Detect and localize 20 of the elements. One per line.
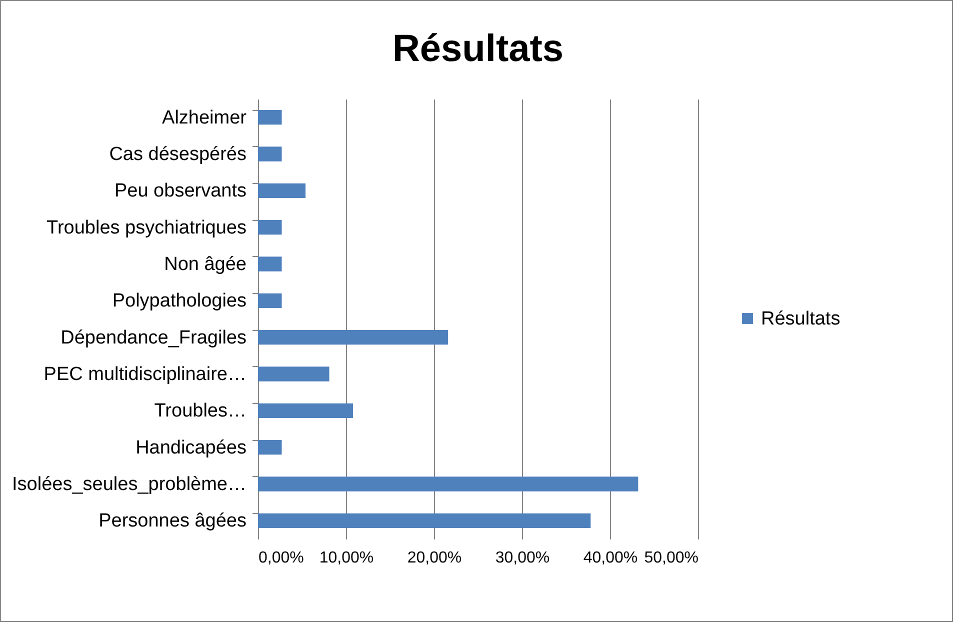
x-tick-label: 40,00% [583, 550, 638, 566]
y-tick-label: Alzheimer [162, 107, 248, 128]
x-tick-label: 50,00% [644, 550, 698, 566]
y-tick-label: Dépendance_Fragiles [60, 327, 246, 348]
y-tick-label: Troubles… [154, 400, 246, 422]
x-tick-label: 0,00% [258, 550, 304, 566]
y-tick-label: Peu observants [114, 180, 246, 202]
y-tick-label: Handicapées [136, 437, 246, 458]
y-tick-label: Polypathologies [112, 290, 246, 312]
y-tick-label: Non âgée [164, 254, 246, 275]
x-tick-label: 20,00% [407, 550, 462, 566]
chart-title: Résultats [392, 28, 564, 70]
y-tick-label: Troubles psychiatriques [46, 217, 246, 238]
x-tick-label: 10,00% [319, 550, 374, 566]
y-tick-label: Cas désespérés [109, 144, 246, 165]
x-tick-label: 30,00% [495, 550, 550, 566]
legend-label: Résultats [761, 308, 840, 330]
y-tick-label: Personnes âgées [98, 510, 246, 532]
y-tick-label: Isolées_seules_problème… [12, 474, 246, 495]
y-tick-label: PEC multidisciplinaire… [44, 364, 246, 385]
